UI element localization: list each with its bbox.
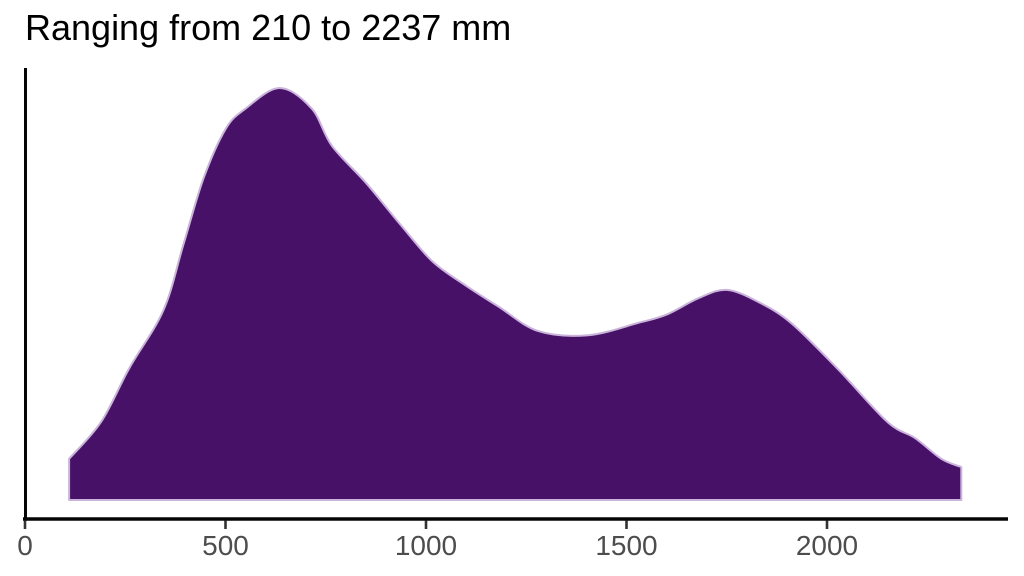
x-axis-tick-labels: 0 500 1000 1500 2000 [17,530,858,561]
density-area [68,87,963,501]
chart-title: Ranging from 210 to 2237 mm [25,7,512,48]
x-tick-label: 1500 [595,530,657,561]
x-tick-label: 500 [202,530,249,561]
x-tick-label: 1000 [395,530,457,561]
x-tick-label: 0 [17,530,33,561]
x-tick-label: 2000 [796,530,858,561]
x-axis-ticks [23,520,829,529]
